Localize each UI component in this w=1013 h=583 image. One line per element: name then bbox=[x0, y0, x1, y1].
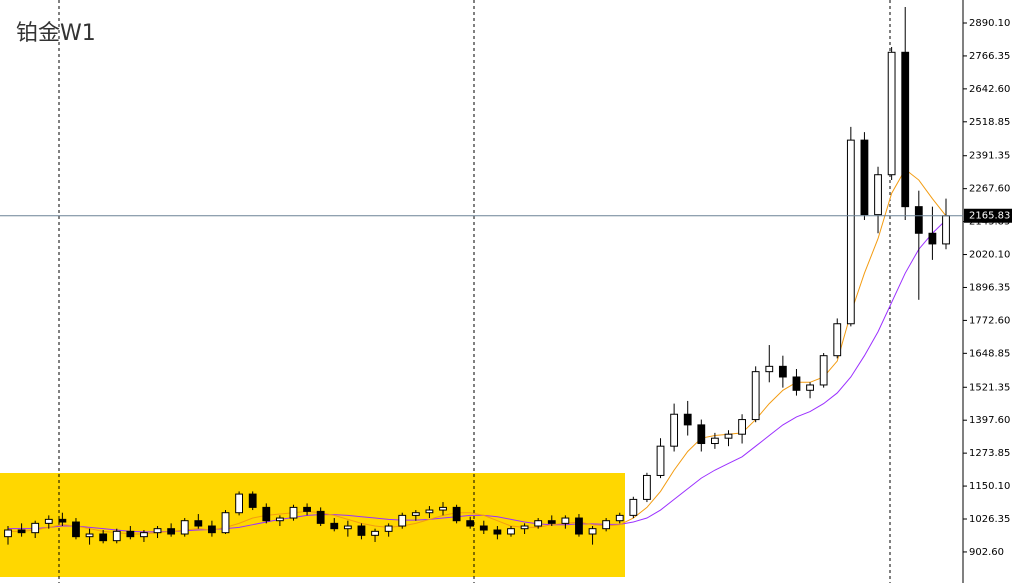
candle-body bbox=[425, 509, 434, 514]
candle-body bbox=[140, 532, 148, 538]
candle-body bbox=[656, 445, 665, 476]
candle-body bbox=[670, 413, 679, 447]
y-tick-label: 1273.85 bbox=[969, 448, 1010, 459]
candle-body bbox=[466, 520, 475, 527]
candle-body bbox=[384, 525, 393, 532]
y-tick-label: 1896.35 bbox=[969, 282, 1010, 293]
candle-body bbox=[452, 506, 461, 522]
candle-body bbox=[439, 506, 447, 511]
candle-body bbox=[479, 525, 488, 531]
candle-body bbox=[643, 474, 651, 500]
y-tick-label: 2020.10 bbox=[969, 250, 1010, 261]
candle-body bbox=[72, 521, 80, 538]
candle-body bbox=[275, 517, 284, 522]
candle-body bbox=[507, 528, 515, 535]
candle-body bbox=[126, 530, 135, 538]
candle-body bbox=[289, 506, 298, 519]
y-tick-label: 1397.60 bbox=[969, 415, 1010, 426]
candle-body bbox=[248, 493, 257, 508]
candle-body bbox=[235, 493, 243, 514]
candle-body bbox=[711, 437, 719, 445]
candle-body bbox=[194, 520, 203, 527]
y-tick-label: 2890.10 bbox=[969, 18, 1010, 29]
y-tick-label: 2766.35 bbox=[969, 51, 1010, 62]
candle-body bbox=[615, 514, 624, 522]
candle-body bbox=[208, 525, 216, 534]
candle-body bbox=[819, 355, 828, 386]
candle-body bbox=[330, 522, 339, 530]
candle-body bbox=[833, 323, 842, 357]
candle-body bbox=[846, 139, 855, 325]
candle-body bbox=[180, 520, 189, 535]
candle-body bbox=[588, 528, 597, 535]
candle-body bbox=[547, 520, 556, 524]
y-tick-label: 1150.10 bbox=[969, 481, 1010, 492]
candle-body bbox=[901, 51, 910, 208]
y-tick-label: 1026.35 bbox=[969, 514, 1010, 525]
highlight-zone bbox=[0, 473, 625, 577]
candle-body bbox=[520, 525, 529, 530]
y-tick-label: 2267.60 bbox=[969, 184, 1010, 195]
candle-body bbox=[928, 232, 937, 245]
candle-body bbox=[167, 528, 176, 535]
candle-body bbox=[738, 419, 746, 435]
candle-body bbox=[153, 528, 162, 534]
candle-body bbox=[942, 215, 950, 245]
y-tick-label: 902.60 bbox=[969, 547, 1004, 558]
candle-body bbox=[806, 384, 814, 391]
candle-body bbox=[860, 139, 869, 216]
y-tick-label: 1521.35 bbox=[969, 382, 1010, 393]
y-tick-label: 2391.35 bbox=[969, 151, 1010, 162]
candle-body bbox=[4, 529, 12, 538]
candle-body bbox=[629, 498, 638, 516]
candle-body bbox=[343, 525, 352, 530]
candle-body bbox=[534, 520, 543, 527]
candle-body bbox=[17, 529, 26, 534]
current-price-label: 2165.83 bbox=[969, 211, 1010, 222]
candle-body bbox=[751, 371, 760, 421]
candle-body bbox=[357, 525, 366, 536]
candle-body bbox=[398, 514, 407, 527]
candle-body bbox=[602, 520, 611, 530]
candle-body bbox=[765, 365, 774, 373]
y-tick-label: 2518.85 bbox=[969, 117, 1010, 128]
moving-average bbox=[8, 168, 947, 535]
candle-body bbox=[411, 512, 420, 516]
candle-body bbox=[31, 522, 40, 534]
candle-body bbox=[575, 517, 583, 535]
y-tick-label: 1772.60 bbox=[969, 315, 1010, 326]
candle-body bbox=[221, 512, 230, 534]
candle-body bbox=[493, 529, 502, 535]
candle-body bbox=[724, 433, 733, 439]
candle-body bbox=[44, 518, 53, 524]
candle-body bbox=[887, 51, 896, 176]
candle-body bbox=[262, 506, 271, 522]
candle-body bbox=[85, 533, 94, 538]
candle-body bbox=[99, 533, 108, 542]
candle-body bbox=[683, 413, 692, 426]
candle-body bbox=[792, 376, 801, 391]
chart-title: 铂金W1 bbox=[16, 21, 96, 46]
candle-body bbox=[874, 174, 882, 216]
current-price-box bbox=[964, 208, 1012, 223]
candle-body bbox=[58, 518, 67, 523]
y-tick-label: 1648.85 bbox=[969, 348, 1010, 359]
candle-body bbox=[778, 365, 787, 378]
candle-body bbox=[914, 206, 923, 234]
candle-body bbox=[112, 530, 121, 542]
candle-body bbox=[303, 506, 311, 512]
candle-body bbox=[316, 510, 325, 524]
y-tick-label: 2642.60 bbox=[969, 84, 1010, 95]
candle-body bbox=[697, 424, 706, 445]
candle-body bbox=[371, 530, 379, 536]
candle-body bbox=[561, 517, 570, 524]
